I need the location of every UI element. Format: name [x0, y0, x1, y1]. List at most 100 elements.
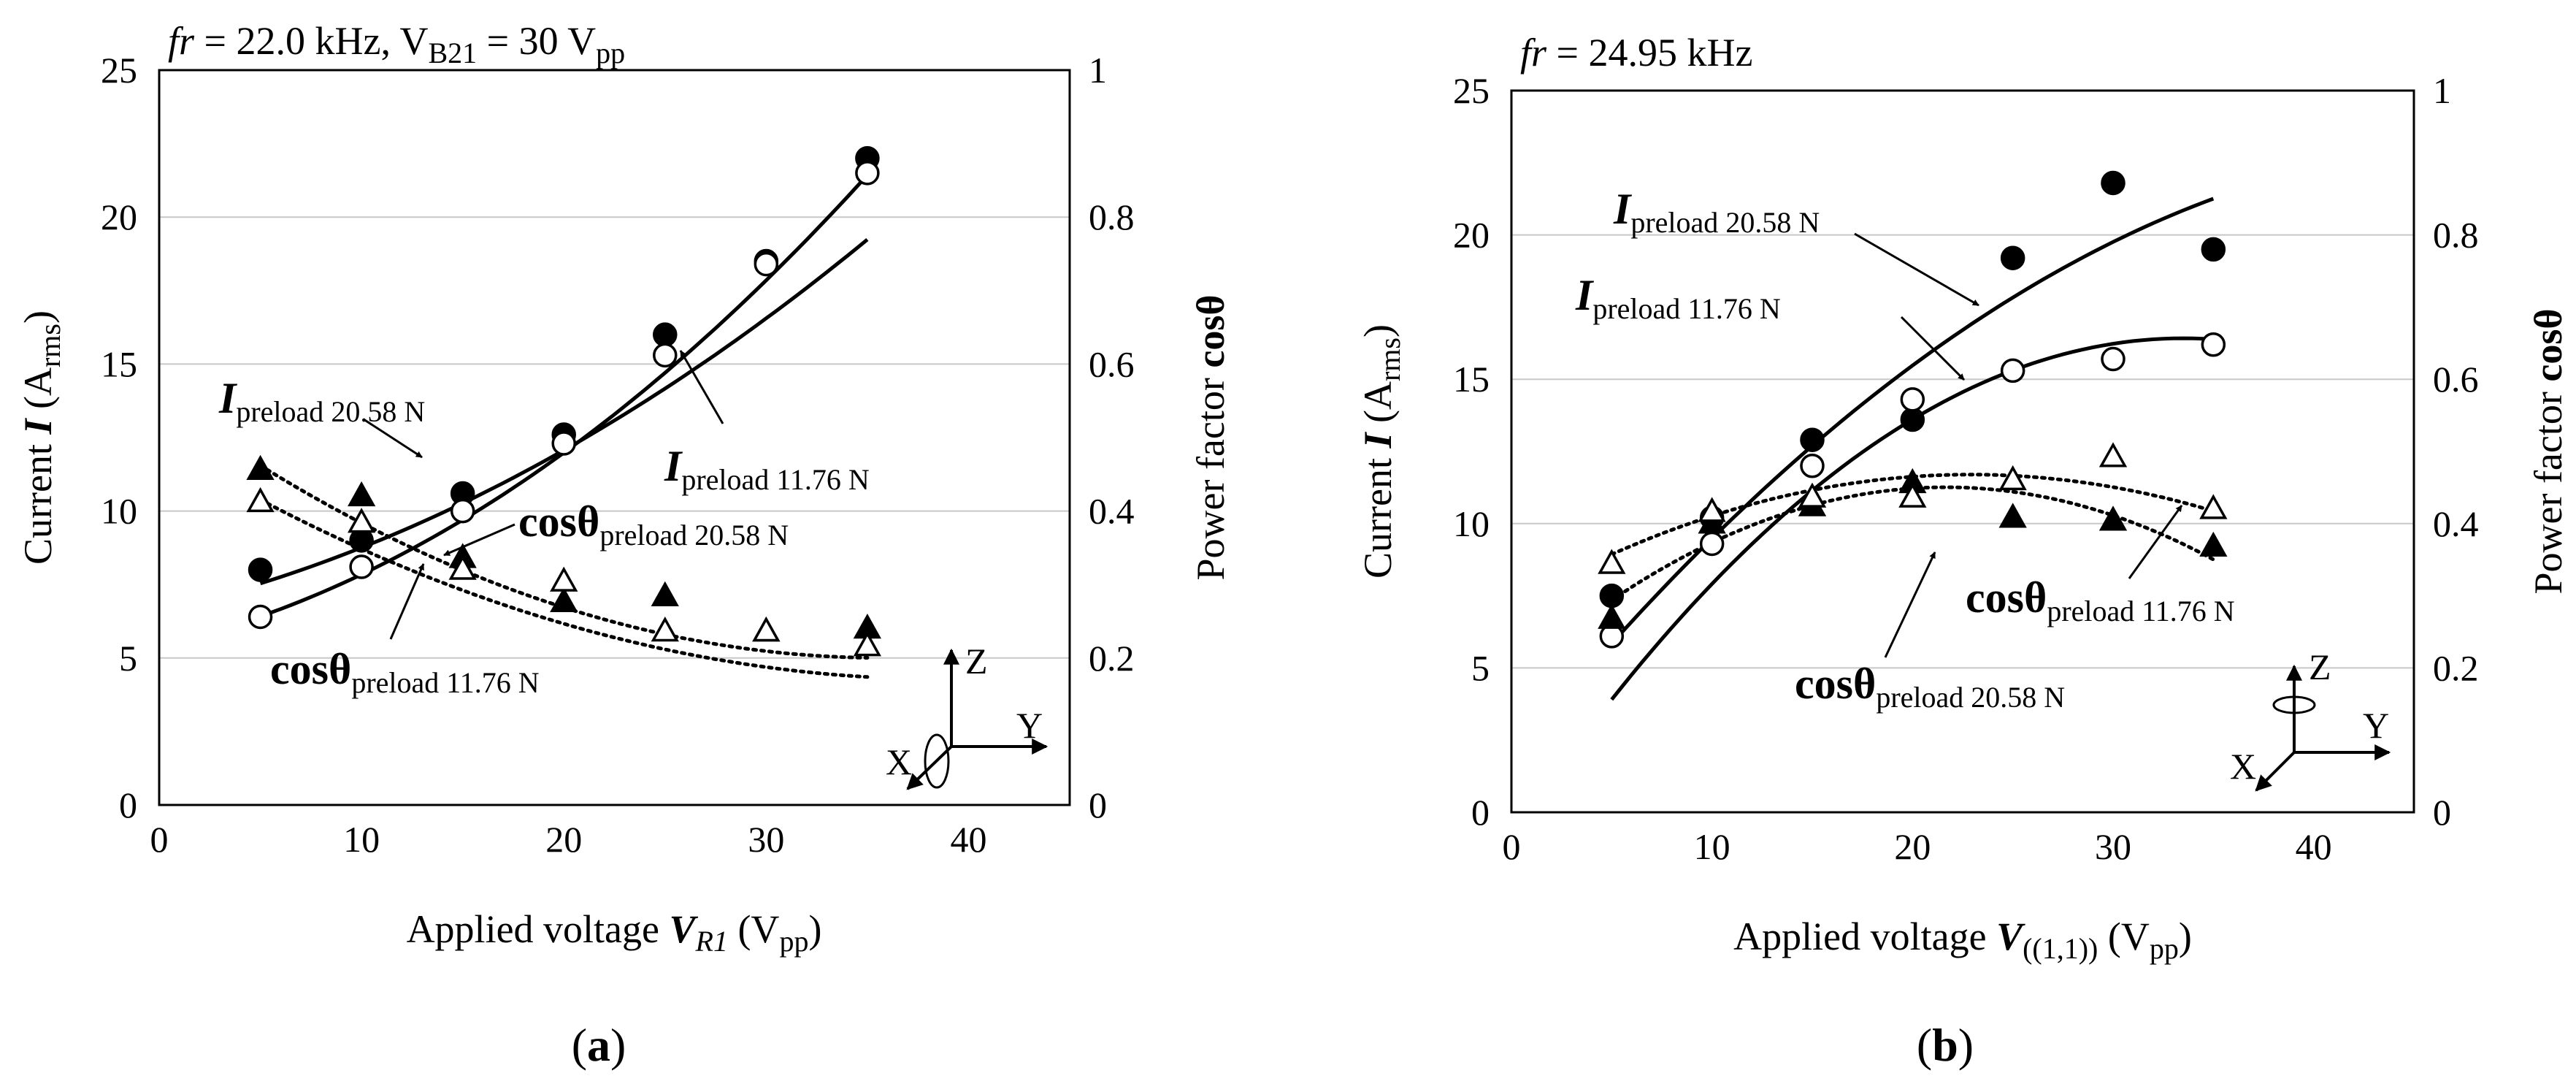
arrow-i-11-76 — [1900, 316, 1966, 381]
data-point-series-2 — [651, 581, 679, 606]
y-right-tick-label: 0.2 — [2433, 647, 2479, 688]
annotation-i-20-58: Ipreload 20.58 N — [218, 374, 425, 428]
y-left-tick-label: 5 — [119, 638, 137, 679]
gridlines — [1511, 234, 2414, 669]
data-point-series-3 — [448, 554, 477, 580]
data-point-series-3 — [348, 508, 376, 533]
annotation-cos-20-58: cosθpreload 20.58 N — [1795, 660, 2065, 714]
title-sub: B21 — [428, 37, 477, 69]
data-point-series-3 — [752, 617, 781, 642]
data-point-series-0 — [2101, 170, 2125, 196]
glyph-y: Y — [1016, 705, 1043, 746]
ylabel-var: I — [1356, 432, 1400, 449]
y-left-tick-label: 0 — [1471, 792, 1490, 833]
data-point-series-2 — [1998, 503, 2027, 528]
data-point-series-3 — [1898, 482, 1927, 508]
arrow-cos-11-76 — [2128, 505, 2183, 579]
y-right-tick-label: 0.4 — [1089, 491, 1135, 532]
x-axis-label: Applied voltage VR1 (Vpp) — [407, 907, 822, 958]
data-point-series-1 — [1800, 454, 1825, 478]
ylabel-right-var: cosθ — [2526, 308, 2570, 381]
x-tick-label: 30 — [748, 819, 784, 860]
data-point-series-1 — [754, 251, 779, 277]
xlabel-sub: ((1,1)) — [2023, 932, 2098, 965]
x-tick-label: 40 — [950, 819, 986, 860]
y-left-tick-labels: 0 5 10 15 20 25 — [1453, 70, 1490, 833]
data-point-series-2 — [246, 454, 275, 480]
y-left-tick-label: 0 — [119, 785, 137, 825]
glyph-x: X — [2230, 746, 2256, 787]
annotation-i-11-76: Ipreload 11.76 N — [664, 442, 870, 496]
annotation-cos-11-76: cosθpreload 11.76 N — [1966, 573, 2235, 627]
arrow-cos-20-58 — [443, 523, 515, 557]
plot-frame — [158, 69, 1071, 806]
y-right-tick-label: 0 — [2433, 792, 2451, 833]
chart-panel-b: 0 10 20 30 40 0 5 10 15 20 25 0 0.2 0.4 0.6 0.8 1 fr =… — [1356, 31, 2570, 1071]
data-point-series-3 — [2098, 442, 2128, 467]
chart-panel-a: 0 10 20 30 40 0 5 10 15 20 25 0 0.2 0.4 0.6 0.8 1 fr =… — [16, 19, 1233, 1071]
y-left-tick-label: 10 — [1453, 503, 1490, 544]
x-tick-label: 30 — [2095, 826, 2131, 867]
plot-frame — [1510, 89, 2415, 814]
y-right-tick-label: 0.4 — [2433, 503, 2479, 544]
xyz-axes-glyph: Z Y X — [886, 641, 1049, 790]
ylabel-post1: (A — [1356, 381, 1400, 432]
xlabel-var: V — [669, 907, 698, 951]
y-right-axis-label: Power factor cosθ — [1189, 294, 1233, 580]
title-fr: fr — [168, 19, 195, 63]
ylabel-post1: (A — [16, 367, 60, 419]
ylabel-sub: rms — [1373, 337, 1406, 381]
data-point-series-1 — [450, 498, 475, 524]
data-point-series-1 — [349, 554, 374, 579]
x-tick-label: 10 — [1694, 826, 1730, 867]
annotation-i-11-76: Ipreload 11.76 N — [1575, 271, 1781, 325]
title-text: = 24.95 kHz — [1546, 31, 1752, 75]
data-point-series-1 — [2201, 332, 2226, 357]
arrow-cos-11-76 — [389, 563, 425, 640]
x-tick-label: 0 — [150, 819, 169, 860]
ylabel-pre: Current — [1356, 449, 1400, 579]
xlabel-var: V — [1996, 915, 2025, 958]
x-tick-label: 20 — [1894, 826, 1931, 867]
data-point-series-0 — [1900, 407, 1925, 432]
y-right-tick-label: 0.8 — [1089, 196, 1135, 237]
y-right-tick-label: 0.2 — [1089, 638, 1135, 679]
xlabel-sub: R1 — [695, 925, 728, 958]
title-fr: fr — [1520, 31, 1547, 75]
data-point-series-3 — [246, 486, 275, 513]
ylabel-pre: Current — [16, 435, 60, 565]
arrow-i-20-58 — [1854, 232, 1979, 307]
data-point-series-3 — [1798, 482, 1827, 508]
y-right-tick-label: 0 — [1089, 785, 1107, 825]
x-tick-label: 40 — [2296, 826, 2332, 867]
x-tick-labels: 0 10 20 30 40 — [150, 819, 987, 860]
x-tick-labels: 0 10 20 30 40 — [1503, 826, 2332, 867]
y-left-tick-label: 15 — [101, 343, 137, 384]
data-point-series-3 — [1598, 549, 1626, 574]
xlabel-pre: Applied voltage — [1733, 915, 1996, 958]
data-point-series-0 — [1599, 583, 1625, 608]
title-text: = 22.0 kHz, V — [194, 19, 428, 63]
y-left-axis-label: Current I (Arms) — [1356, 324, 1406, 579]
y-left-tick-label: 20 — [1453, 215, 1490, 256]
data-point-series-1 — [551, 431, 576, 456]
data-point-series-2 — [2199, 531, 2228, 557]
arrow-i-20-58 — [363, 418, 423, 459]
data-markers — [1598, 170, 2228, 649]
ylabel-post2: ) — [16, 310, 60, 324]
ylabel-right-var: cosθ — [1189, 294, 1233, 367]
panel-label-b: (b) — [1917, 1019, 1974, 1071]
ylabel-sub: rms — [34, 324, 66, 367]
data-point-series-3 — [1698, 497, 1726, 522]
data-point-series-0 — [1800, 427, 1825, 452]
glyph-y: Y — [2363, 705, 2389, 746]
xyz-axes-glyph: Z Y X — [2230, 646, 2391, 792]
data-point-series-2 — [550, 587, 578, 612]
data-point-series-3 — [2199, 494, 2228, 519]
data-point-series-0 — [248, 557, 273, 582]
x-axis-label: Applied voltage V((1,1)) (Vpp) — [1733, 915, 2192, 965]
y-right-tick-label: 0.6 — [1089, 343, 1135, 384]
x-tick-label: 0 — [1503, 826, 1521, 867]
ylabel-right-pre: Power factor — [1189, 368, 1233, 581]
title-tail: = 30 V — [477, 19, 596, 63]
